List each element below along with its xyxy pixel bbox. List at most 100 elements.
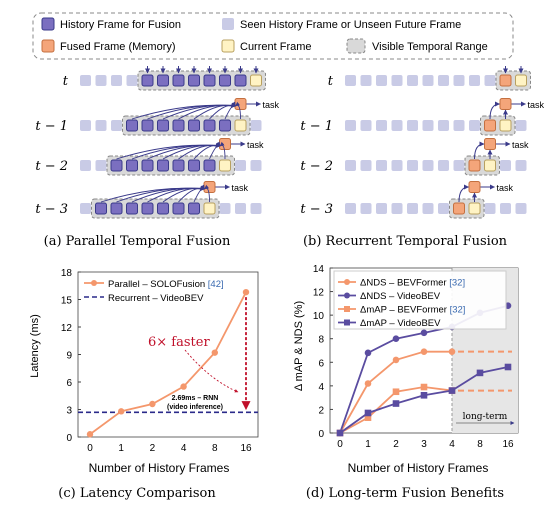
- fusion-xlabel: Number of History Frames: [348, 461, 489, 475]
- time-label: t − 1: [300, 119, 333, 134]
- seen-frame: [111, 120, 122, 131]
- seen-frame: [360, 120, 372, 131]
- task-label: task: [512, 140, 529, 150]
- x-tick-label: 4: [449, 439, 455, 450]
- seen-frame: [407, 120, 418, 131]
- legend-fused-swatch: [41, 39, 55, 53]
- visible-range-box: [137, 70, 266, 91]
- seen-frame: [422, 160, 434, 171]
- history-frame: [172, 159, 185, 172]
- history-frame: [219, 119, 231, 132]
- seen-frame: [515, 203, 527, 214]
- fused-frame: [219, 138, 231, 150]
- legend-fused-label: Fused Frame (Memory): [60, 41, 176, 53]
- y-tick-label: 2: [318, 405, 324, 416]
- legend-label: ΔmAP – VideoBEV: [360, 318, 441, 329]
- task-label: task: [528, 100, 545, 110]
- series-parallel-point: [86, 431, 94, 438]
- history-frame: [141, 159, 154, 172]
- seen-frame: [250, 120, 262, 131]
- fused-frame: [499, 98, 512, 110]
- series-point: [336, 429, 344, 437]
- x-tick-label: 0: [87, 443, 93, 454]
- fused-frame: [234, 98, 247, 110]
- x-tick-label: 4: [181, 443, 187, 454]
- series-point: [448, 387, 456, 394]
- series-point: [392, 335, 400, 343]
- caption-a: (a) Parallel Temporal Fusion: [44, 234, 231, 249]
- time-label: t: [328, 74, 334, 89]
- seen-frame: [422, 203, 434, 214]
- legend-seen-label: Seen History Frame or Unseen Future Fram…: [240, 19, 461, 31]
- seen-frame: [360, 75, 372, 86]
- time-label: t − 1: [35, 119, 68, 134]
- caption-c: (c) Latency Comparison: [58, 486, 216, 501]
- history-frame: [172, 202, 185, 215]
- seen-frame: [453, 120, 465, 131]
- seen-frame: [484, 203, 496, 214]
- seen-frame: [453, 160, 465, 171]
- legend-point: [344, 292, 350, 299]
- history-frame: [219, 74, 231, 87]
- legend-parallel-point: [91, 280, 97, 286]
- y-tick-label: 6: [66, 378, 72, 389]
- history-frame: [188, 119, 200, 132]
- task-label: task: [263, 100, 280, 110]
- series-parallel-line: [89, 291, 247, 435]
- seen-frame: [376, 120, 387, 131]
- fused-frame: [484, 119, 496, 132]
- y-tick-label: 15: [61, 296, 73, 307]
- fused-frame: [203, 181, 216, 193]
- fusion-ylabel: Δ mAP & NDS (%): [293, 301, 305, 391]
- y-tick-label: 9: [66, 351, 72, 362]
- seen-frame: [80, 75, 91, 86]
- y-tick-label: 14: [313, 264, 325, 275]
- history-frame: [188, 74, 200, 87]
- time-label: t: [63, 74, 69, 89]
- seen-frame: [438, 75, 449, 86]
- visible-range-box: [91, 198, 220, 219]
- seen-frame: [391, 203, 403, 214]
- legend-range-swatch: [346, 38, 366, 54]
- seen-frame: [438, 203, 449, 214]
- seen-frame: [515, 160, 527, 171]
- seen-frame: [484, 75, 496, 86]
- seen-frame: [345, 75, 356, 86]
- recurrent-fusion-diagram: t t − 1 task t − 2 task t − 3 task: [300, 66, 545, 219]
- history-frame: [126, 159, 138, 172]
- history-frame: [157, 159, 169, 172]
- history-frame: [234, 74, 247, 87]
- y-tick-label: 10: [313, 311, 325, 322]
- current-frame: [515, 74, 527, 87]
- history-frame: [157, 202, 169, 215]
- current-frame: [234, 119, 247, 132]
- legend-label: ΔNDS – VideoBEV: [360, 291, 441, 302]
- series-point: [420, 391, 428, 399]
- legend-history-label: History Frame for Fusion: [60, 19, 181, 31]
- x-tick-label: 2: [393, 439, 399, 450]
- seen-frame: [80, 120, 91, 131]
- series-point: [504, 363, 512, 371]
- series-parallel-point: [118, 408, 125, 415]
- x-tick-label: 3: [421, 439, 427, 450]
- series-parallel-point: [242, 288, 250, 296]
- task-label: task: [497, 183, 514, 193]
- fusion-arrow: [204, 184, 210, 203]
- seen-frame: [500, 203, 511, 214]
- seen-frame: [391, 75, 403, 86]
- seen-frame: [407, 203, 418, 214]
- fused-frame: [468, 181, 481, 193]
- seen-frame: [500, 160, 511, 171]
- x-tick-label: 1: [365, 439, 371, 450]
- current-frame: [468, 202, 481, 215]
- y-tick-label: 0: [318, 429, 324, 440]
- fusion-arrow: [209, 141, 221, 160]
- fused-frame: [468, 159, 481, 172]
- series-point: [476, 369, 484, 377]
- seen-frame: [95, 120, 107, 131]
- legend-current-label: Current Frame: [240, 41, 312, 53]
- speedup-curve: [184, 349, 239, 393]
- task-label: task: [232, 183, 249, 193]
- seen-frame: [469, 120, 480, 131]
